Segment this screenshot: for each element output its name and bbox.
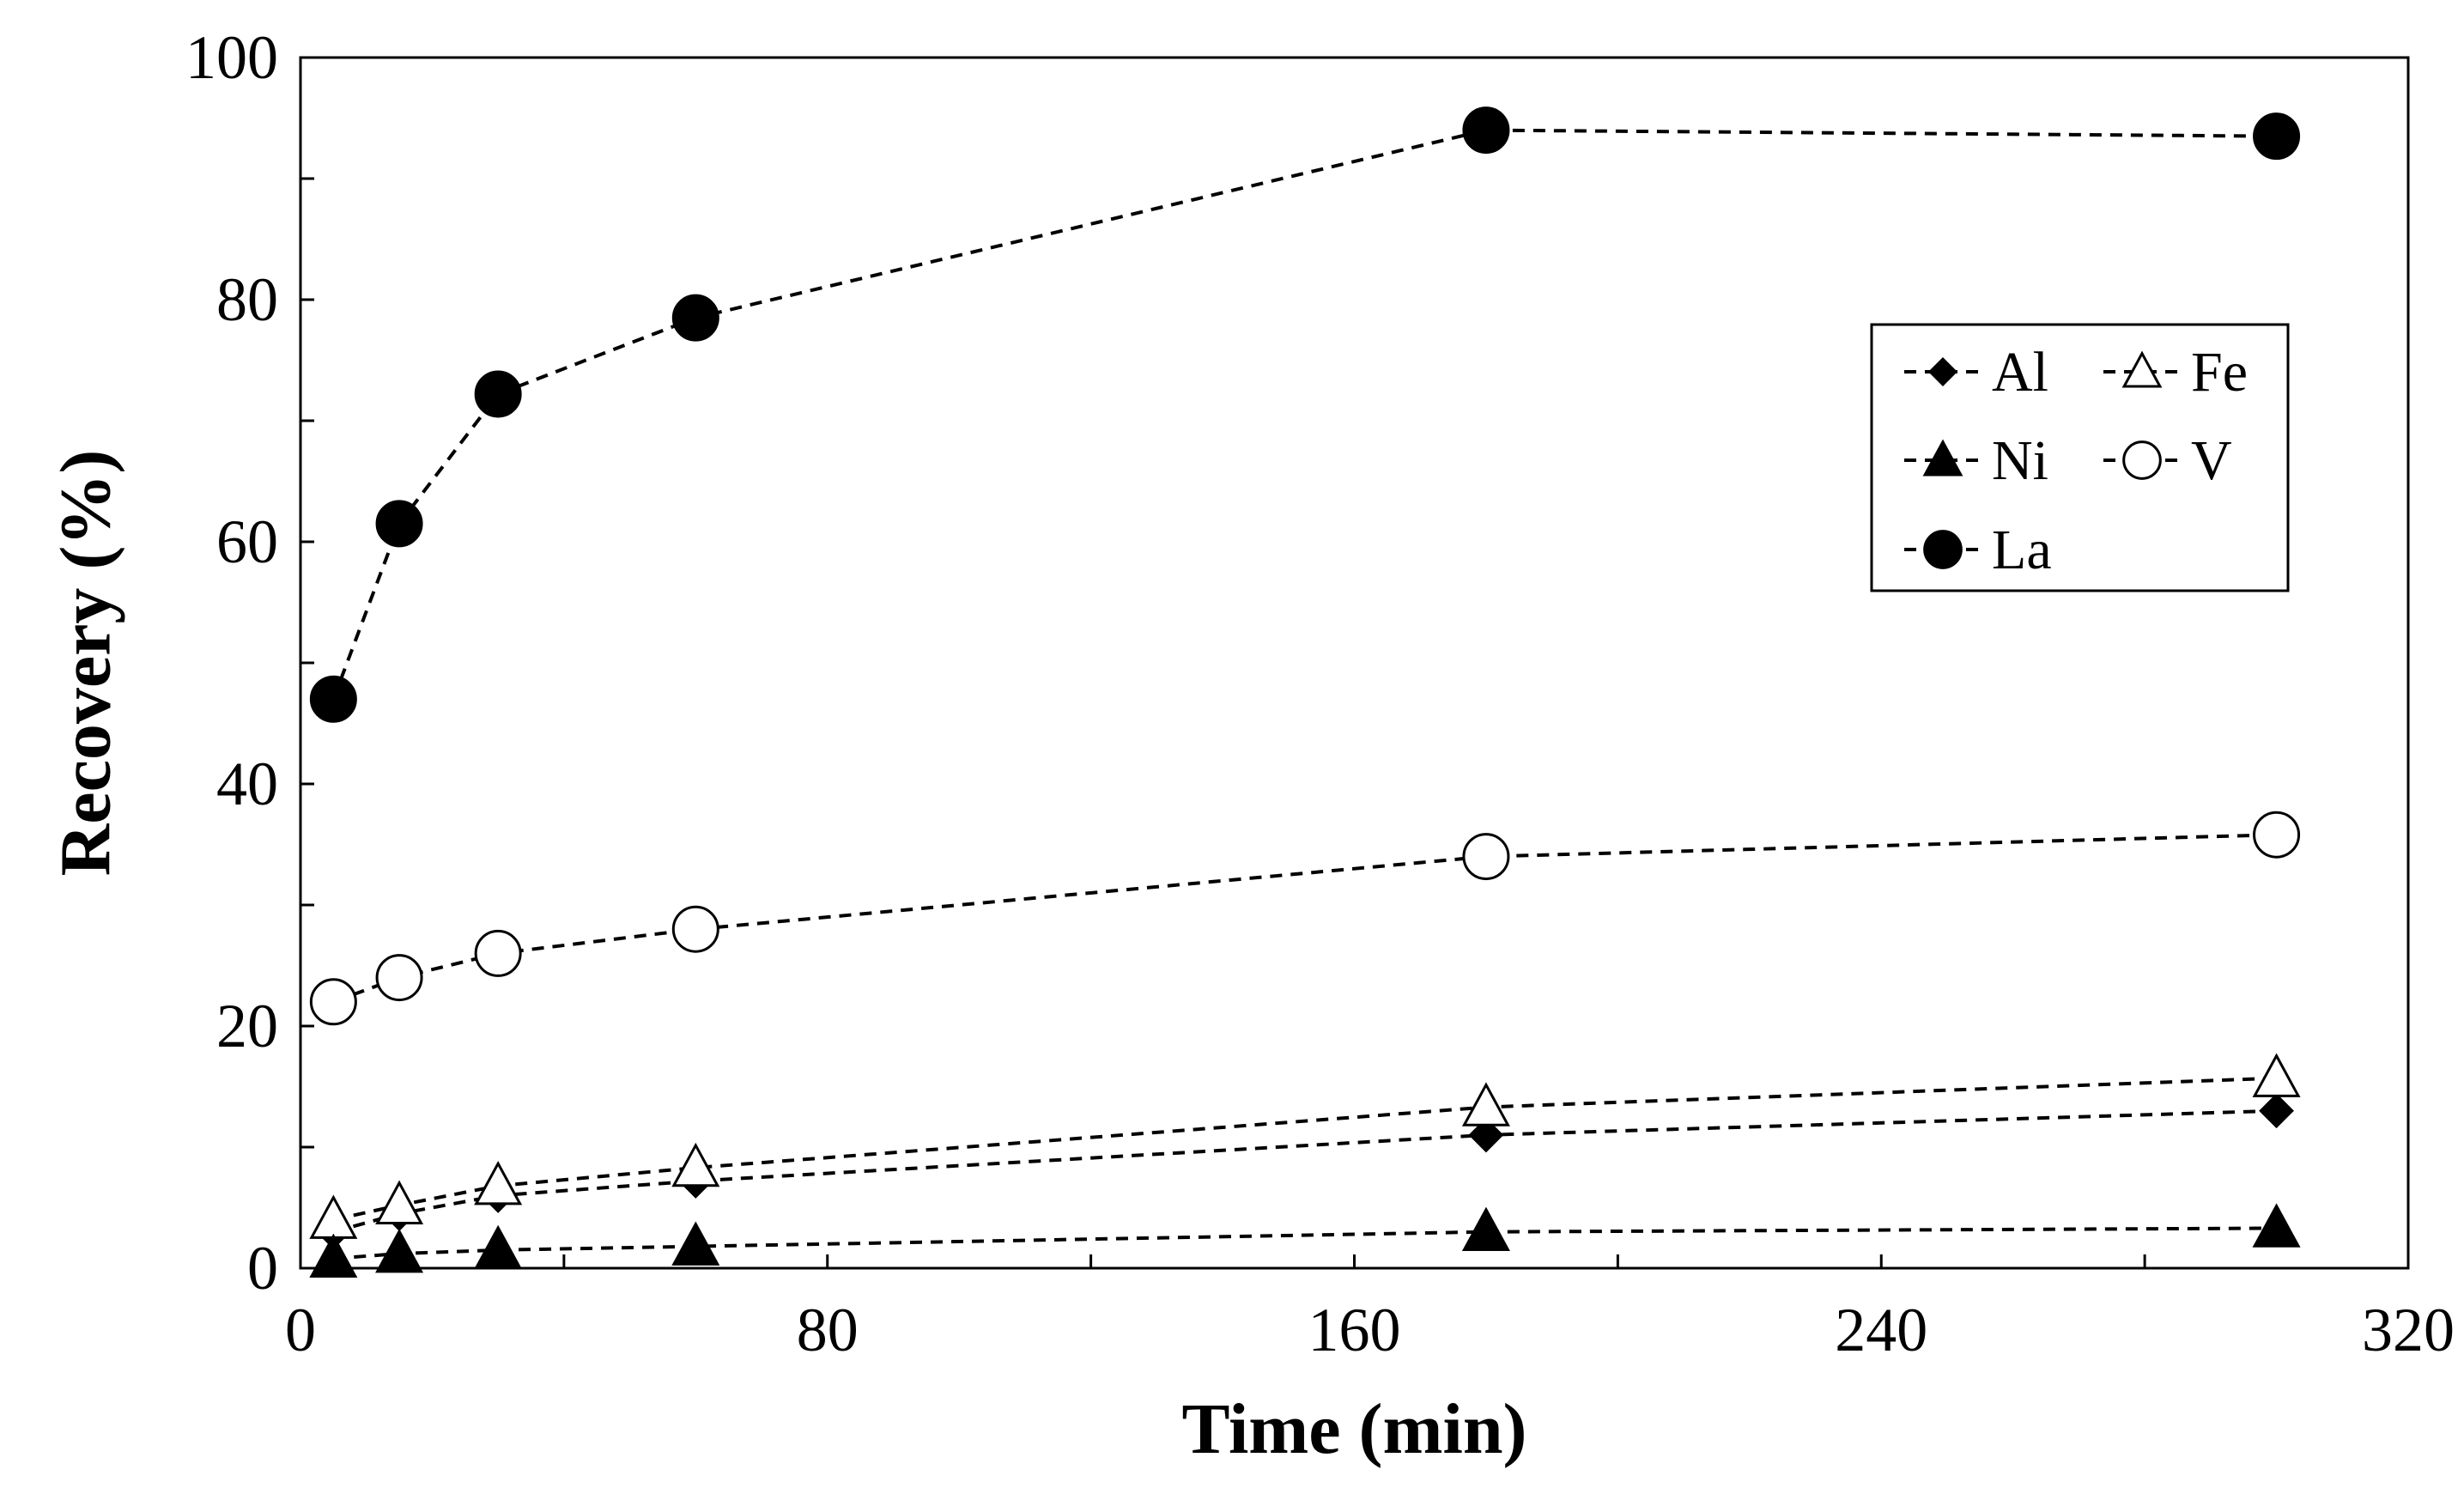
legend-label-fe: Fe <box>2191 341 2248 404</box>
y-tick-label: 20 <box>216 992 278 1060</box>
data-point-al <box>1468 1117 1504 1153</box>
data-point-ni <box>375 1228 424 1273</box>
x-tick-label: 160 <box>1308 1296 1401 1364</box>
data-point-ni <box>309 1233 358 1278</box>
legend-marker-la <box>1923 530 1963 569</box>
legend-label-la: La <box>1992 519 2052 581</box>
data-point-fe <box>309 1194 358 1239</box>
data-point-ni <box>2252 1203 2301 1248</box>
y-tick-label: 100 <box>185 23 278 92</box>
data-point-la <box>375 500 423 548</box>
legend-marker-v <box>2122 440 2162 480</box>
data-point-v <box>375 954 423 1002</box>
data-point-la <box>1462 106 1510 155</box>
data-point-ni <box>1461 1206 1510 1251</box>
x-tick-label: 320 <box>2362 1296 2455 1364</box>
data-point-fe <box>2252 1053 2301 1097</box>
plot-frame <box>299 56 2410 1270</box>
data-point-fe <box>375 1180 424 1224</box>
series-line-al <box>332 1108 2277 1234</box>
legend-label-al: Al <box>1992 341 2048 404</box>
data-point-ni <box>474 1224 523 1270</box>
data-point-fe <box>474 1160 523 1205</box>
data-point-la <box>309 675 357 723</box>
legend-marker-ni <box>1922 439 1963 477</box>
data-point-v <box>309 978 357 1026</box>
x-axis-title: Time (min) <box>1181 1389 1526 1469</box>
x-tick-label: 240 <box>1835 1296 1927 1364</box>
y-tick-label: 80 <box>216 265 278 334</box>
series-line-v <box>332 833 2277 1004</box>
y-axis-title: Recovery (%) <box>46 450 125 877</box>
series-line-la <box>331 128 2277 701</box>
legend-label-ni: Ni <box>1992 429 2048 492</box>
legend-label-v: V <box>2191 429 2232 492</box>
y-tick-label: 60 <box>216 507 278 576</box>
data-point-v <box>1462 833 1510 881</box>
x-tick-label: 0 <box>285 1296 316 1364</box>
data-point-la <box>474 370 522 418</box>
data-point-v <box>474 929 522 977</box>
data-point-v <box>671 905 719 953</box>
plot-area <box>309 106 2301 1278</box>
data-point-al <box>2259 1093 2294 1129</box>
data-point-fe <box>671 1142 720 1187</box>
axes: 0 20 40 60 80 100 0 80 160 240 320 <box>185 23 2455 1364</box>
x-tick-label: 80 <box>797 1296 859 1364</box>
series-line-ni <box>333 1226 2277 1260</box>
y-tick-label: 40 <box>216 750 278 818</box>
data-point-la <box>671 294 719 342</box>
legend-marker-al <box>1928 357 1957 386</box>
data-point-v <box>2253 811 2301 859</box>
data-point-la <box>2253 112 2301 161</box>
data-point-ni <box>671 1221 720 1266</box>
legend-marker-fe <box>2121 350 2163 388</box>
series-line-fe <box>332 1076 2277 1222</box>
legend: Al Fe Ni V La <box>1870 323 2290 592</box>
y-tick-label: 0 <box>247 1234 278 1303</box>
data-point-fe <box>1461 1082 1510 1127</box>
